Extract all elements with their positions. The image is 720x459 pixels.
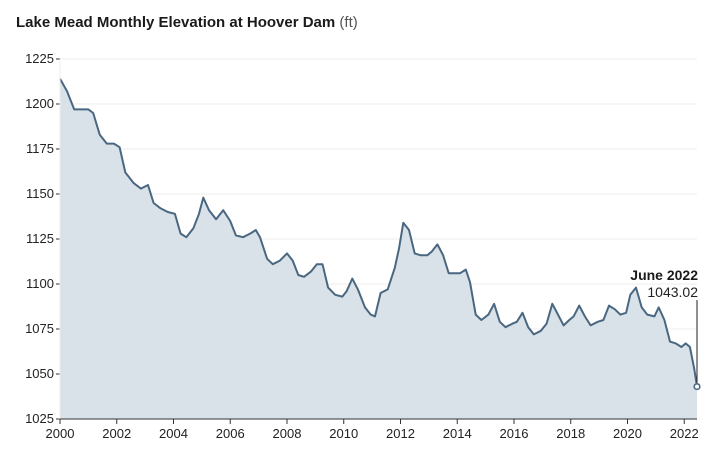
- x-tick-label: 2006: [216, 426, 245, 441]
- x-tick-label: 2008: [273, 426, 302, 441]
- annotation-value-label: 1043.02: [647, 284, 698, 300]
- x-tick-label: 2020: [613, 426, 642, 441]
- chart-title: Lake Mead Monthly Elevation at Hoover Da…: [16, 14, 358, 31]
- y-tick-label: 1175: [26, 141, 54, 156]
- y-tick-label: 1225: [25, 51, 54, 66]
- x-tick-label: 2010: [329, 426, 358, 441]
- x-tick-label: 2004: [159, 426, 188, 441]
- x-tick-label: 2002: [102, 426, 131, 441]
- x-tick-label: 2014: [443, 426, 472, 441]
- x-tick-label: 2022: [670, 426, 699, 441]
- x-tick-label: 2018: [556, 426, 585, 441]
- y-tick-label: 1150: [26, 186, 54, 201]
- y-tick-label: 1200: [25, 96, 54, 111]
- elevation-line: [59, 78, 698, 387]
- annotation-point: [693, 382, 701, 391]
- y-tick-label: 1100: [26, 276, 54, 291]
- x-tick-label: 2016: [500, 426, 529, 441]
- y-tick-label: 1025: [25, 411, 54, 426]
- y-tick-label: 1125: [26, 231, 54, 246]
- chart-unit: (ft): [339, 14, 358, 31]
- annotation-date-label: June 2022: [630, 267, 698, 283]
- y-tick-label: 1075: [25, 321, 54, 336]
- x-tick-label: 2012: [386, 426, 415, 441]
- x-tick-label: 2000: [46, 426, 75, 441]
- chart-title-text: Lake Mead Monthly Elevation at Hoover Da…: [16, 14, 336, 31]
- y-tick-label: 1050: [25, 366, 54, 381]
- elevation-area: [60, 78, 697, 420]
